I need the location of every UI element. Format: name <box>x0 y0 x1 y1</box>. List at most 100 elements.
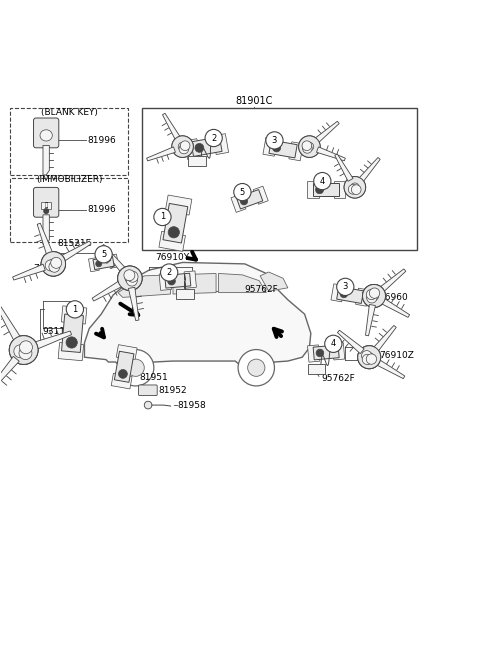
Circle shape <box>324 335 342 352</box>
Polygon shape <box>307 181 319 198</box>
Polygon shape <box>12 264 45 280</box>
Polygon shape <box>60 241 91 262</box>
Circle shape <box>13 340 34 361</box>
Circle shape <box>48 259 58 269</box>
Circle shape <box>172 136 193 158</box>
Circle shape <box>18 344 29 356</box>
Text: 3: 3 <box>343 283 348 291</box>
Circle shape <box>240 198 248 205</box>
Circle shape <box>248 359 265 376</box>
Circle shape <box>358 346 381 369</box>
Circle shape <box>366 354 377 364</box>
Circle shape <box>205 129 222 147</box>
Polygon shape <box>213 133 228 154</box>
Circle shape <box>234 183 251 200</box>
Circle shape <box>195 143 204 152</box>
FancyBboxPatch shape <box>139 385 157 396</box>
Text: 5: 5 <box>240 188 245 196</box>
Polygon shape <box>253 186 268 204</box>
Polygon shape <box>84 262 311 373</box>
Polygon shape <box>114 351 134 382</box>
Text: 81958: 81958 <box>178 401 206 409</box>
Bar <box>10 108 128 175</box>
Bar <box>308 365 325 374</box>
Text: 4: 4 <box>331 339 336 348</box>
Circle shape <box>126 275 137 286</box>
Text: 81996: 81996 <box>88 205 117 214</box>
Text: 3: 3 <box>272 136 277 145</box>
Polygon shape <box>33 331 72 350</box>
Text: 2: 2 <box>211 133 216 143</box>
Polygon shape <box>263 137 277 156</box>
Text: 95762F: 95762F <box>245 284 278 294</box>
Polygon shape <box>159 231 185 252</box>
Polygon shape <box>184 139 200 160</box>
Text: 2: 2 <box>167 268 172 277</box>
Polygon shape <box>184 271 196 288</box>
Polygon shape <box>61 314 84 352</box>
Polygon shape <box>333 343 345 360</box>
Circle shape <box>316 349 324 357</box>
Polygon shape <box>336 286 363 304</box>
Polygon shape <box>163 204 188 243</box>
Polygon shape <box>376 359 405 378</box>
Circle shape <box>118 266 142 290</box>
Text: 1: 1 <box>160 212 165 221</box>
Circle shape <box>118 266 142 290</box>
Circle shape <box>121 269 139 287</box>
Polygon shape <box>231 194 246 212</box>
Text: 95762F: 95762F <box>322 374 355 383</box>
Polygon shape <box>162 113 181 141</box>
Circle shape <box>367 292 377 303</box>
Polygon shape <box>43 145 49 175</box>
Circle shape <box>44 209 48 214</box>
Polygon shape <box>147 147 176 161</box>
Text: 76910Z: 76910Z <box>379 351 414 360</box>
Ellipse shape <box>40 130 52 141</box>
Circle shape <box>362 284 385 307</box>
Circle shape <box>305 143 314 151</box>
Circle shape <box>154 208 171 225</box>
Polygon shape <box>289 142 303 161</box>
Polygon shape <box>111 373 132 389</box>
Polygon shape <box>337 330 364 353</box>
Circle shape <box>344 177 366 198</box>
Circle shape <box>365 353 374 362</box>
Circle shape <box>369 288 380 298</box>
Bar <box>41 202 51 208</box>
Circle shape <box>302 143 312 153</box>
Circle shape <box>344 177 366 198</box>
Circle shape <box>96 261 102 267</box>
Circle shape <box>9 336 38 365</box>
Text: 76990: 76990 <box>33 263 62 273</box>
Polygon shape <box>218 273 266 292</box>
Polygon shape <box>356 288 369 306</box>
Circle shape <box>266 132 283 149</box>
Polygon shape <box>165 195 192 215</box>
Polygon shape <box>379 269 406 292</box>
Polygon shape <box>236 190 263 209</box>
Polygon shape <box>260 272 288 291</box>
Circle shape <box>127 271 138 283</box>
Circle shape <box>315 186 324 194</box>
Circle shape <box>314 173 331 190</box>
Polygon shape <box>269 140 297 158</box>
Circle shape <box>347 179 363 195</box>
Circle shape <box>336 279 354 296</box>
Circle shape <box>44 255 62 273</box>
Polygon shape <box>358 158 380 183</box>
Circle shape <box>370 291 379 301</box>
Circle shape <box>124 270 135 281</box>
Circle shape <box>95 246 112 263</box>
Polygon shape <box>313 183 339 196</box>
Circle shape <box>144 401 152 409</box>
Circle shape <box>118 350 154 386</box>
Text: 93110B: 93110B <box>43 327 78 336</box>
Polygon shape <box>37 223 53 256</box>
Polygon shape <box>43 215 49 244</box>
Polygon shape <box>316 147 345 161</box>
Text: 76960: 76960 <box>379 294 408 302</box>
Text: 5: 5 <box>101 250 106 259</box>
Polygon shape <box>118 275 170 298</box>
Circle shape <box>19 347 32 359</box>
